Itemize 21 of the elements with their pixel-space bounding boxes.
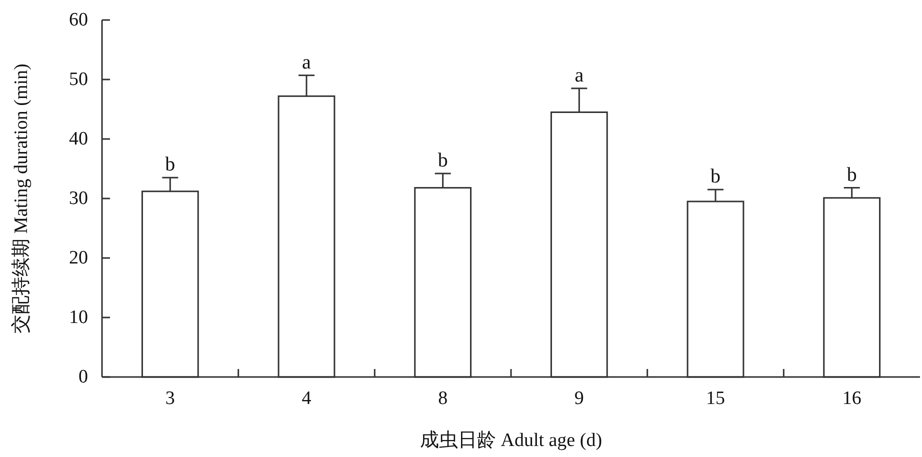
x-tick-label: 8 <box>438 388 448 409</box>
y-tick-label: 10 <box>69 307 88 328</box>
x-tick-label: 3 <box>165 388 175 409</box>
annotation: a <box>574 64 584 86</box>
x-tick-label: 4 <box>302 388 312 409</box>
annotation: b <box>710 166 720 188</box>
x-axis-title: 成虫日龄 Adult age (d) <box>420 430 602 451</box>
y-axis-title: 交配持续期 Mating duration (min) <box>10 64 32 334</box>
x-tick-label: 16 <box>842 388 862 409</box>
y-tick-label: 40 <box>69 128 88 150</box>
annotation: b <box>438 150 448 172</box>
y-tick-label: 60 <box>69 10 88 30</box>
y-tick-label: 0 <box>78 366 88 388</box>
y-tick-label: 50 <box>69 69 88 90</box>
annotation: b <box>165 154 176 176</box>
annotation: a <box>302 51 312 74</box>
y-tick-label: 30 <box>69 188 88 209</box>
x-tick-label: 9 <box>574 388 584 409</box>
annotation: b <box>846 164 857 186</box>
x-tick-label: 15 <box>706 388 725 409</box>
y-tick-label: 20 <box>69 248 88 268</box>
